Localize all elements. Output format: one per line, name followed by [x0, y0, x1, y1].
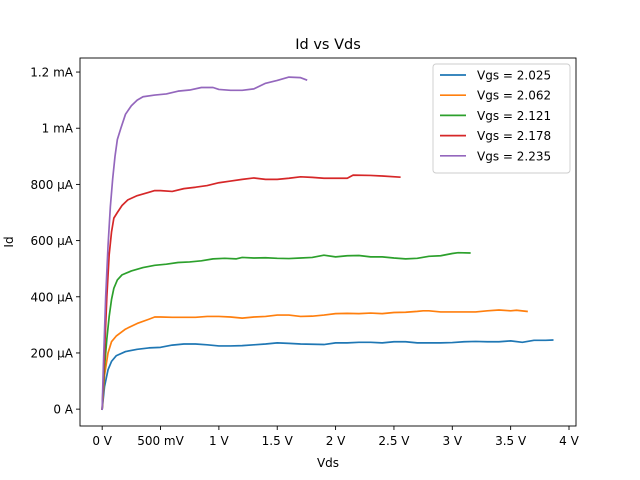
- legend-box: [432, 63, 571, 174]
- series-line-3: [101, 251, 471, 411]
- series-line-2: [101, 309, 528, 411]
- legend-label: Vgs = 2.121: [477, 109, 551, 123]
- legend-label: Vgs = 2.235: [477, 149, 551, 163]
- y-axis-ticks: 0 A 200 µA 400 µA 600 µA 800 µA 1 mA 1.2 mA: [30, 66, 80, 417]
- x-tick-label: 1 V: [209, 434, 229, 448]
- x-tick-label: 2 V: [326, 434, 346, 448]
- x-axis-label: Vds: [317, 456, 339, 470]
- y-axis-label: Id: [2, 236, 16, 247]
- series-line-5: [101, 76, 308, 411]
- x-tick-label: 1.5 V: [262, 434, 294, 448]
- chart-title: Id vs Vds: [295, 37, 361, 53]
- y-tick-label: 200 µA: [30, 346, 73, 360]
- y-tick-label: 600 µA: [30, 234, 73, 248]
- legend: Vgs = 2.025 Vgs = 2.062 Vgs = 2.121 Vgs = 2…: [432, 63, 571, 174]
- y-tick-label: 400 µA: [30, 290, 73, 304]
- legend-label: Vgs = 2.062: [477, 89, 551, 103]
- y-tick-label: 1 mA: [42, 122, 74, 136]
- x-tick-label: 0 V: [92, 434, 112, 448]
- x-tick-label: 3 V: [442, 434, 462, 448]
- axes-frame: [79, 57, 577, 427]
- y-tick-label: 800 µA: [30, 178, 73, 192]
- legend-label: Vgs = 2.025: [477, 69, 551, 83]
- legend-label: Vgs = 2.178: [477, 129, 551, 143]
- x-tick-label: 2.5 V: [378, 434, 410, 448]
- x-axis-ticks: 0 V 500 mV 1 V 1.5 V 2 V 2.5 V 3 V 3.5 V 4 V: [92, 426, 580, 448]
- series-line-1: [101, 339, 554, 411]
- series-lines: [101, 76, 554, 411]
- series-line-4: [101, 174, 401, 411]
- x-tick-label: 3.5 V: [495, 434, 527, 448]
- y-tick-label: 0 A: [53, 403, 73, 417]
- y-tick-label: 1.2 mA: [30, 66, 74, 80]
- x-tick-label: 500 mV: [137, 434, 184, 448]
- x-tick-label: 4 V: [559, 434, 579, 448]
